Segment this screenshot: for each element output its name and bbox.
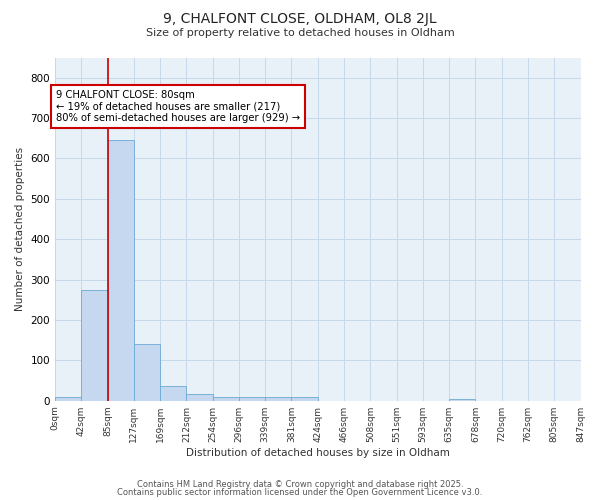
Bar — [292, 398, 318, 400]
Bar — [212, 396, 239, 400]
Text: Contains public sector information licensed under the Open Government Licence v3: Contains public sector information licen… — [118, 488, 482, 497]
Bar — [107, 140, 134, 400]
Text: 9, CHALFONT CLOSE, OLDHAM, OL8 2JL: 9, CHALFONT CLOSE, OLDHAM, OL8 2JL — [163, 12, 437, 26]
Bar — [187, 394, 212, 400]
Text: Contains HM Land Registry data © Crown copyright and database right 2025.: Contains HM Land Registry data © Crown c… — [137, 480, 463, 489]
Text: 9 CHALFONT CLOSE: 80sqm
← 19% of detached houses are smaller (217)
80% of semi-d: 9 CHALFONT CLOSE: 80sqm ← 19% of detache… — [56, 90, 301, 123]
Bar — [134, 344, 160, 401]
Bar — [239, 396, 265, 400]
X-axis label: Distribution of detached houses by size in Oldham: Distribution of detached houses by size … — [186, 448, 450, 458]
Bar — [55, 398, 82, 400]
Text: Size of property relative to detached houses in Oldham: Size of property relative to detached ho… — [146, 28, 454, 38]
Bar — [449, 398, 475, 400]
Bar — [82, 290, 107, 401]
Bar — [160, 386, 187, 400]
Bar — [265, 396, 292, 400]
Y-axis label: Number of detached properties: Number of detached properties — [15, 147, 25, 311]
